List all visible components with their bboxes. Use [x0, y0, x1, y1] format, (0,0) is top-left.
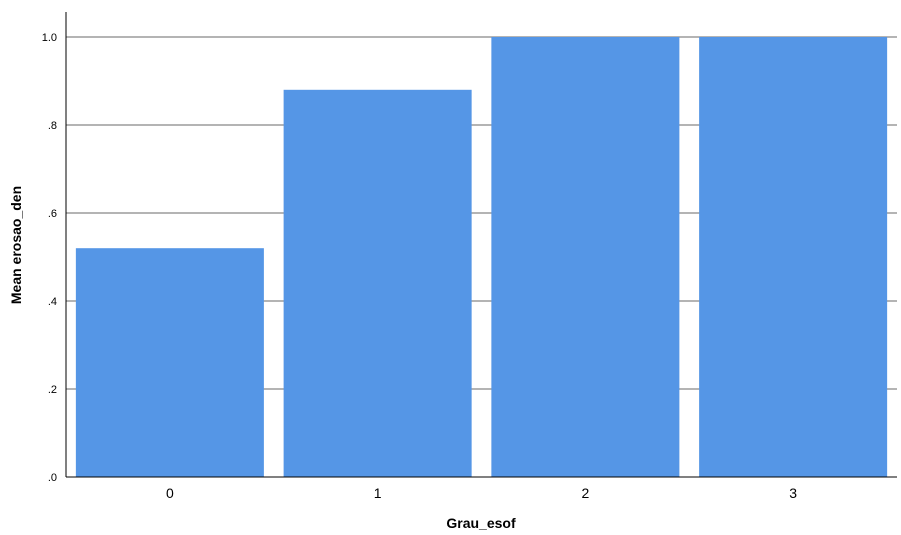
x-tick-label: 0: [166, 485, 174, 501]
y-tick-label: .0: [48, 472, 57, 484]
bars: [75, 37, 888, 478]
bar-0: [75, 248, 264, 477]
x-tick-label: 1: [374, 485, 382, 501]
y-tick-label: .6: [48, 208, 57, 220]
y-tick-label: .2: [48, 384, 57, 396]
y-tick-label: 1.0: [42, 32, 57, 44]
x-tick-label: 2: [581, 485, 589, 501]
x-axis-title: Grau_esof: [446, 515, 516, 531]
bar-3: [699, 37, 888, 477]
y-tick-label: .4: [48, 296, 57, 308]
y-axis-title: Mean erosao_den: [8, 186, 24, 304]
bar-1: [283, 89, 472, 478]
x-tick-label: 3: [789, 485, 797, 501]
axes: [65, 12, 897, 478]
y-tick-label: .8: [48, 120, 57, 132]
x-tick-labels: 0 1 2 3: [166, 485, 797, 501]
bar-2: [491, 37, 680, 477]
y-tick-labels: .0 .2 .4 .6 .8 1.0: [42, 32, 57, 484]
